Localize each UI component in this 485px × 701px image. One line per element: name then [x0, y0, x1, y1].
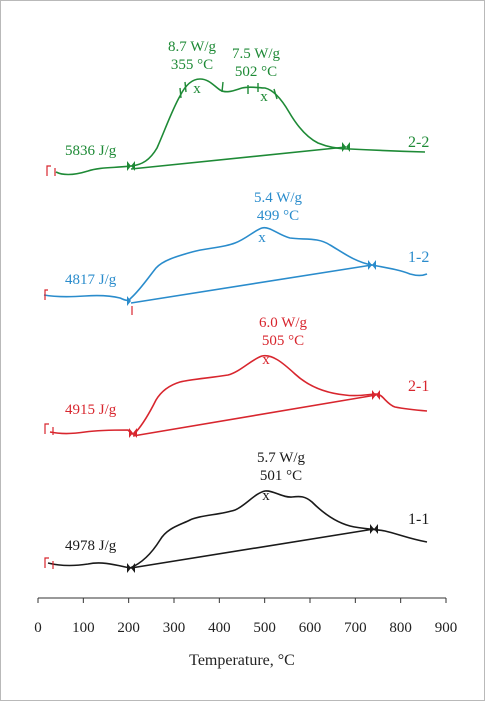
- x-axis-title: Temperature, °C: [189, 652, 295, 669]
- x-axis-ticks: 0 100 200 300 400 500 600 700 800 900: [34, 598, 457, 636]
- series-label-1-2: 1-2: [408, 249, 429, 266]
- curve-2-2: [55, 78, 426, 176]
- peak-mark-1-2: x: [258, 230, 266, 246]
- enthalpy-label-1-1: 4978 J/g: [65, 538, 117, 554]
- peak-heatflow-2-2-a: 8.7 W/g: [168, 39, 217, 55]
- peak-heatflow-1-1: 5.7 W/g: [257, 450, 306, 466]
- baseline-2-1: [132, 394, 377, 437]
- inflection-marks-2-2: [179, 81, 278, 100]
- peak-mark-2-1: x: [262, 352, 270, 368]
- peak-temp-1-2: 499 °C: [257, 208, 299, 224]
- x-tick-label-200: 200: [117, 620, 140, 636]
- baseline-2-2: [130, 146, 347, 170]
- end-marker-2-2: [342, 142, 350, 152]
- end-marker-1-2: [368, 260, 376, 270]
- enthalpy-label-1-2: 4817 J/g: [65, 272, 117, 288]
- series-1-2: x 5.4 W/g 499 °C 4817 J/g 1-2: [43, 190, 429, 315]
- curve-2-1: [49, 354, 428, 435]
- x-tick-label-700: 700: [344, 620, 367, 636]
- peak-temp-1-1: 501 °C: [260, 468, 302, 484]
- series-label-2-2: 2-2: [408, 134, 429, 151]
- start-marker-2-1: [129, 428, 137, 438]
- series-label-2-1: 2-1: [408, 378, 429, 395]
- start-marker-2-2: [127, 161, 135, 171]
- start-marker-1-1: [127, 563, 135, 573]
- x-tick-label-600: 600: [299, 620, 322, 636]
- enthalpy-label-2-1: 4915 J/g: [65, 402, 117, 418]
- peak-temp-2-2-b: 502 °C: [235, 64, 277, 80]
- series-2-1: x 6.0 W/g 505 °C 4915 J/g 2-1: [44, 315, 429, 438]
- series-1-1: x 5.7 W/g 501 °C 4978 J/g 1-1: [44, 450, 429, 573]
- peak-heatflow-1-2: 5.4 W/g: [254, 190, 303, 206]
- peak-mark-2-2-b: x: [260, 89, 268, 105]
- peak-temp-2-1: 505 °C: [262, 333, 304, 349]
- bracket-1-1: [44, 557, 54, 569]
- x-tick-label-300: 300: [163, 620, 186, 636]
- end-marker-2-1: [372, 390, 380, 400]
- baseline-1-2: [130, 264, 373, 304]
- bracket-1-2: [44, 289, 48, 300]
- baseline-1-1: [130, 528, 375, 569]
- x-tick-label-0: 0: [34, 620, 42, 636]
- x-tick-label-800: 800: [389, 620, 412, 636]
- peak-mark-1-1: x: [262, 488, 270, 504]
- x-axis: 0 100 200 300 400 500 600 700 800 900 Temperature…: [34, 597, 457, 669]
- x-tick-label-400: 400: [208, 620, 231, 636]
- peak-mark-2-2-a: x: [193, 81, 201, 97]
- x-tick-label-500: 500: [253, 620, 276, 636]
- peak-heatflow-2-2-b: 7.5 W/g: [232, 46, 281, 62]
- start-marker-1-2: [127, 296, 131, 306]
- peak-temp-2-2-a: 355 °C: [171, 57, 213, 73]
- curve-1-1: [47, 490, 428, 569]
- peak-heatflow-2-1: 6.0 W/g: [259, 315, 308, 331]
- bracket-2-1: [44, 423, 54, 435]
- enthalpy-label-2-2: 5836 J/g: [65, 143, 117, 159]
- series-2-2: x x 8.7 W/g 355 °C 7.5 W/g 502 °C 5836 J…: [46, 39, 429, 176]
- end-marker-1-1: [370, 524, 378, 534]
- series-label-1-1: 1-1: [408, 511, 429, 528]
- bracket-2-2: [46, 165, 56, 176]
- x-tick-label-900: 900: [435, 620, 458, 636]
- x-tick-label-100: 100: [72, 620, 95, 636]
